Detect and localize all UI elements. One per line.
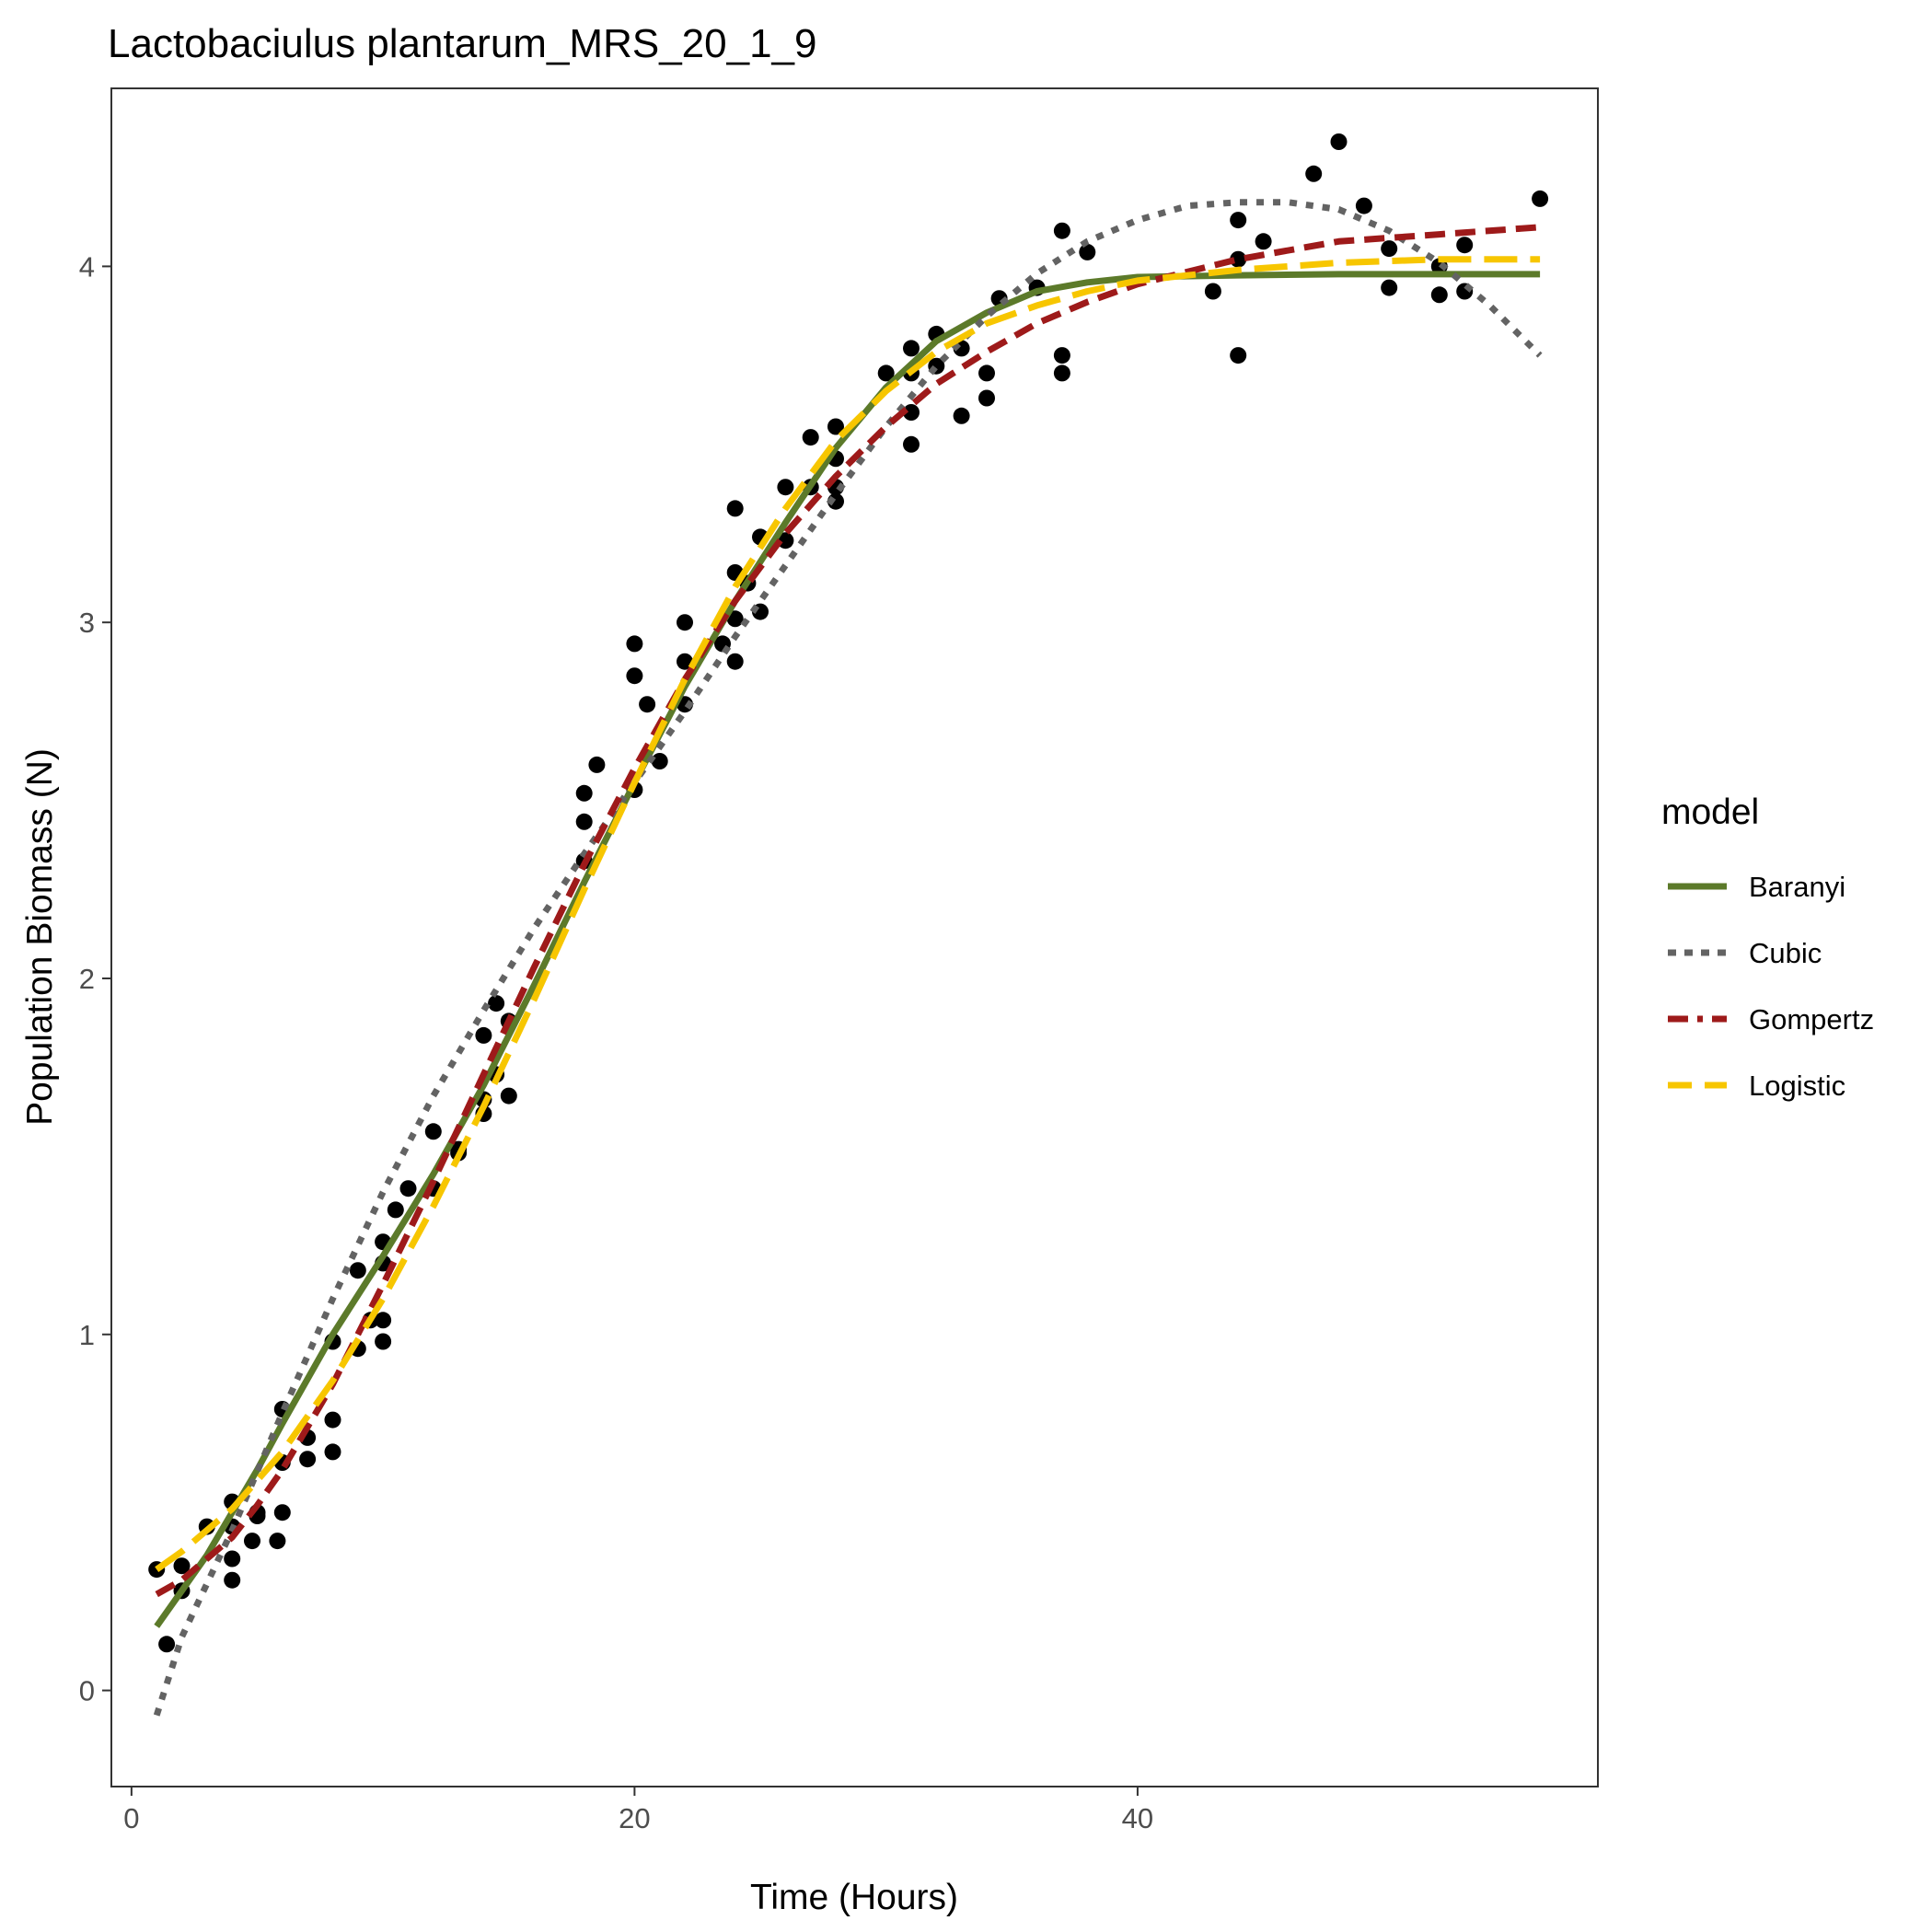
x-tick-label: 0: [123, 1802, 139, 1834]
model-fit-lines: [153, 199, 1543, 1717]
data-point: [726, 500, 744, 517]
data-point: [626, 635, 643, 653]
data-point: [244, 1533, 260, 1550]
data-point: [375, 1312, 392, 1329]
data-point: [1456, 237, 1474, 254]
legend: model Baranyi Cubic Gompertz Logistic: [1661, 792, 1874, 1102]
x-tick-label: 20: [619, 1802, 650, 1834]
data-points: [148, 133, 1549, 1653]
data-point: [424, 1123, 442, 1140]
y-tick-label: 4: [79, 250, 95, 283]
data-point: [777, 479, 794, 496]
legend-label-cubic: Cubic: [1749, 937, 1822, 969]
x-axis: 0 20 40: [123, 1787, 1153, 1834]
data-point: [677, 614, 693, 631]
legend-label-baranyi: Baranyi: [1749, 871, 1845, 903]
data-point: [399, 1180, 417, 1197]
data-point: [173, 1557, 191, 1575]
data-point: [500, 1087, 517, 1105]
data-point: [224, 1571, 241, 1589]
data-point: [488, 995, 505, 1012]
data-point: [1053, 222, 1070, 239]
data-point: [1355, 197, 1372, 214]
data-point: [387, 1201, 404, 1219]
data-point: [903, 340, 920, 357]
y-tick-label: 0: [79, 1675, 95, 1707]
data-point: [375, 1333, 392, 1350]
chart-title: Lactobaciulus plantarum_MRS_20_1_9: [108, 21, 817, 66]
data-point: [1532, 190, 1549, 207]
data-point: [626, 667, 643, 685]
y-axis: 0 1 2 3 4: [79, 250, 111, 1707]
data-point: [273, 1504, 291, 1521]
y-tick-label: 1: [79, 1319, 95, 1351]
data-point: [877, 364, 895, 382]
series-line-logistic: [155, 256, 1541, 1572]
data-point: [1053, 347, 1070, 364]
data-point: [726, 653, 744, 670]
data-point: [1053, 364, 1070, 382]
data-point: [1305, 165, 1323, 182]
legend-label-gompertz: Gompertz: [1749, 1003, 1874, 1035]
data-point: [1255, 233, 1272, 250]
data-point: [575, 784, 593, 802]
data-point: [802, 429, 819, 446]
data-point: [777, 532, 794, 550]
data-point: [903, 435, 920, 453]
data-point: [1430, 286, 1448, 304]
data-point: [1330, 133, 1348, 150]
data-point: [1079, 243, 1096, 260]
data-point: [903, 404, 920, 421]
data-point: [588, 756, 606, 773]
data-point: [651, 753, 668, 769]
y-axis-title: Population Biomass (N): [20, 748, 60, 1126]
data-point: [1381, 279, 1398, 296]
legend-label-logistic: Logistic: [1749, 1070, 1845, 1102]
data-point: [475, 1026, 492, 1044]
data-point: [1230, 212, 1247, 229]
data-point: [324, 1443, 341, 1461]
data-point: [349, 1262, 366, 1279]
x-axis-title: Time (Hours): [750, 1878, 958, 1917]
data-point: [639, 696, 656, 713]
data-point: [1381, 240, 1398, 258]
data-point: [324, 1411, 341, 1429]
data-point: [978, 364, 995, 382]
y-tick-label: 2: [79, 963, 95, 995]
data-point: [158, 1636, 176, 1653]
legend-title: model: [1661, 792, 1759, 832]
data-point: [1230, 347, 1247, 364]
x-tick-label: 40: [1122, 1802, 1153, 1834]
data-point: [827, 418, 844, 435]
data-point: [299, 1451, 317, 1468]
data-point: [1204, 283, 1221, 300]
data-point: [953, 407, 970, 424]
y-tick-label: 3: [79, 607, 95, 639]
data-point: [726, 610, 744, 628]
series-line-cubic: [153, 199, 1543, 1717]
data-point: [978, 389, 995, 407]
data-point: [575, 813, 593, 830]
data-point: [224, 1550, 241, 1568]
data-point: [269, 1533, 286, 1550]
plot-panel: [110, 87, 1599, 1787]
